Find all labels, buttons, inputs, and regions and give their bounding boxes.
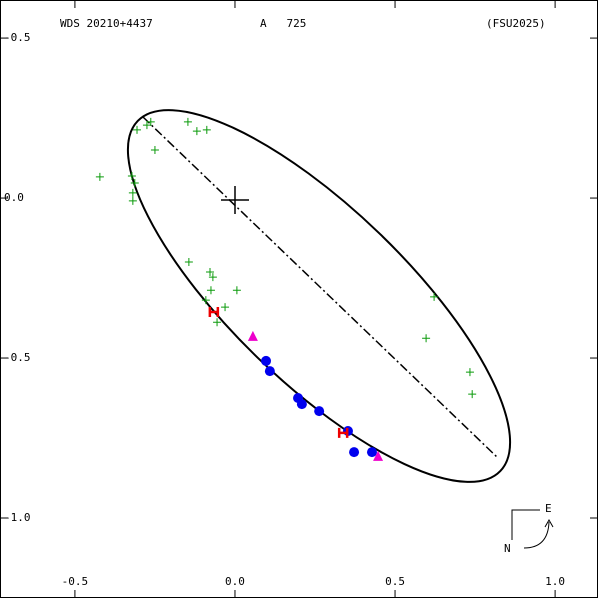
observation-triangle	[247, 330, 258, 341]
chart-subtitle: A 725	[260, 17, 306, 30]
source-label: (FSU2025)	[486, 17, 546, 30]
observation-plus	[221, 303, 230, 312]
orbit-ellipse	[126, 109, 512, 483]
observation-plus	[150, 146, 159, 155]
observation-plus	[95, 172, 104, 181]
chart-title: WDS 20210+4437	[60, 17, 153, 30]
observation-plus	[133, 125, 142, 134]
observation-plus	[201, 296, 210, 305]
observation-plus	[465, 368, 474, 377]
y-tick-label: 0.0	[4, 191, 24, 204]
compass	[511, 509, 554, 549]
observation-plus	[128, 188, 137, 197]
observation-dot	[264, 366, 275, 377]
observation-plus	[130, 179, 139, 188]
observation-plus	[142, 121, 151, 130]
y-tick-label: -0.5	[4, 351, 31, 364]
observation-dot	[366, 447, 377, 458]
observation-h	[337, 427, 349, 438]
y-tick-label: -1.0	[4, 511, 31, 524]
x-tick-label: -0.5	[62, 575, 89, 588]
observation-plus	[430, 292, 439, 301]
observation-triangle	[373, 450, 384, 461]
observation-plus	[127, 171, 136, 180]
compass-north: N	[504, 542, 511, 555]
x-tick-label: 0.5	[385, 575, 405, 588]
observation-h	[208, 306, 220, 317]
observation-plus	[146, 117, 155, 126]
observation-plus	[128, 196, 137, 205]
primary-star	[221, 186, 249, 214]
observation-dot	[296, 399, 307, 410]
observation-plus	[213, 318, 222, 327]
observation-plus	[232, 286, 241, 295]
observation-plus	[192, 127, 201, 136]
observation-plus	[202, 125, 211, 134]
observation-plus	[206, 267, 215, 276]
compass-east: E	[545, 502, 552, 515]
x-tick-label: 1.0	[545, 575, 565, 588]
x-tick-label: 0.0	[225, 575, 245, 588]
observation-plus	[208, 273, 217, 282]
line-of-nodes	[142, 116, 499, 459]
y-tick-label: -0.5	[4, 31, 31, 44]
observation-plus	[184, 258, 193, 267]
observation-plus	[468, 390, 477, 399]
observation-dot	[349, 447, 360, 458]
observation-dot	[261, 355, 272, 366]
observation-plus	[206, 286, 215, 295]
observation-plus	[422, 334, 431, 343]
observation-dot	[314, 406, 325, 417]
observation-plus	[183, 117, 192, 126]
